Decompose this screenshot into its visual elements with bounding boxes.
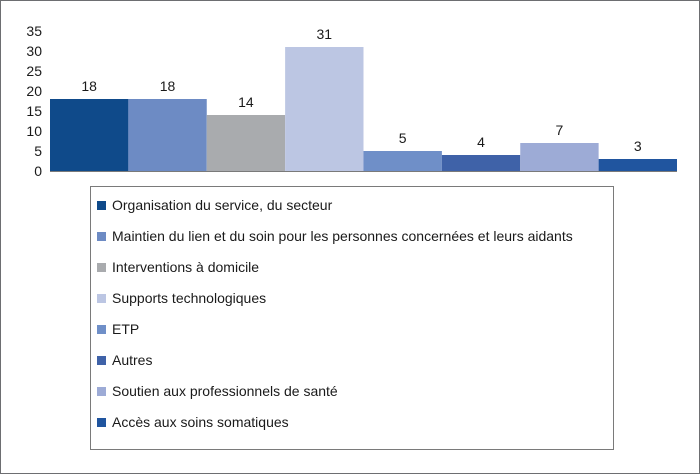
y-tick-label: 5: [34, 143, 42, 159]
legend-swatch: [97, 200, 106, 210]
legend-label: Soutien aux professionnels de santé: [112, 383, 338, 399]
legend-item: ETP: [91, 319, 139, 339]
data-label: 3: [634, 138, 642, 154]
legend-swatch: [97, 386, 106, 396]
bars: [50, 47, 677, 171]
legend-item: Organisation du service, du secteur: [91, 195, 332, 215]
legend-item: Interventions à domicile: [91, 257, 259, 277]
y-tick-label: 25: [26, 63, 42, 79]
data-labels: 18 18 14 31 5 4 7 3: [81, 26, 642, 154]
data-label: 5: [399, 130, 407, 146]
y-tick-label: 30: [26, 43, 42, 59]
bar: [50, 99, 129, 171]
legend-label: Interventions à domicile: [112, 259, 260, 275]
bar: [285, 47, 364, 171]
legend-label: Accès aux soins somatiques: [112, 414, 289, 430]
legend-label: Organisation du service, du secteur: [112, 197, 333, 213]
bar: [520, 143, 599, 171]
bar: [128, 99, 207, 171]
y-tick-label: 0: [34, 163, 42, 179]
legend-swatch: [97, 262, 106, 272]
legend-item: Autres: [91, 350, 152, 370]
legend-swatch: [97, 324, 106, 334]
legend-label: Maintien du lien et du soin pour les per…: [112, 228, 573, 244]
y-tick-label: 15: [26, 103, 42, 119]
bar: [206, 115, 286, 171]
legend-item: Supports technologiques: [91, 288, 266, 308]
data-label: 18: [160, 78, 176, 94]
legend-item: Soutien aux professionnels de santé: [91, 381, 338, 401]
bar-chart: 0 5 10 15 20 25 30 35 18 18 14 31 5 4 7 3: [26, 23, 677, 179]
legend-label: Supports technologiques: [112, 290, 267, 306]
legend-swatch: [97, 355, 106, 365]
legend-swatch: [97, 231, 106, 241]
y-tick-label: 20: [26, 83, 42, 99]
legend-swatch: [97, 417, 106, 427]
bar: [363, 151, 442, 171]
legend-label: ETP: [112, 321, 140, 337]
y-axis: 0 5 10 15 20 25 30 35: [26, 23, 42, 179]
legend-item: Maintien du lien et du soin pour les per…: [91, 226, 573, 246]
legend-swatch: [97, 293, 106, 303]
bar: [441, 155, 521, 171]
legend-label: Autres: [112, 352, 153, 368]
legend: Organisation du service, du secteur Maint…: [90, 186, 614, 450]
data-label: 18: [81, 78, 97, 94]
data-label: 31: [317, 26, 333, 42]
legend-item: Accès aux soins somatiques: [91, 412, 289, 432]
data-label: 4: [477, 134, 485, 150]
y-tick-label: 35: [26, 23, 42, 39]
data-label: 7: [556, 122, 564, 138]
data-label: 14: [238, 94, 254, 110]
bar: [598, 159, 677, 171]
y-tick-label: 10: [26, 123, 42, 139]
